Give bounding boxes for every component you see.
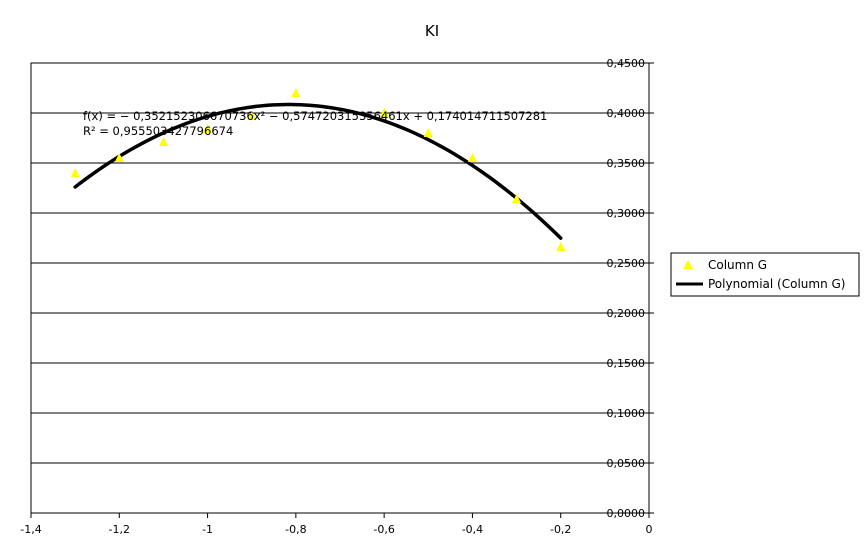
data-point xyxy=(247,111,257,120)
data-point xyxy=(203,124,213,133)
data-point xyxy=(291,88,301,97)
x-tick-label: 0 xyxy=(646,523,653,536)
y-axis-ticks: 0,0000 0,0500 0,1000 0,1500 0,2000 0,2500 0,30… xyxy=(607,57,654,520)
x-tick-label: -0,4 xyxy=(462,523,483,536)
data-points xyxy=(70,88,566,251)
y-tick-label: 0,3000 xyxy=(607,207,646,220)
y-tick-label: 0,4000 xyxy=(607,107,646,120)
x-tick-label: -1,2 xyxy=(109,523,130,536)
y-tick-label: 0,1500 xyxy=(607,357,646,370)
data-point xyxy=(158,137,168,146)
data-point xyxy=(114,153,124,162)
data-point xyxy=(423,128,433,137)
y-tick-label: 0,0500 xyxy=(607,457,646,470)
legend: Column G Polynomial (Column G) xyxy=(670,252,860,297)
y-tick-label: 0,4500 xyxy=(607,57,646,70)
trendline-curve xyxy=(73,102,563,240)
y-tick-label: 0,2000 xyxy=(607,307,646,320)
x-tick-label: -1,4 xyxy=(20,523,41,536)
y-tick-label: 0,0000 xyxy=(607,507,646,520)
data-point xyxy=(467,153,477,162)
legend-box xyxy=(670,252,860,297)
chart-title: KI xyxy=(425,22,439,40)
x-axis-ticks: -1,4 -1,2 -1 -0,8 -0,6 -0,4 -0,2 0 xyxy=(20,513,653,536)
y-tick-label: 0,1000 xyxy=(607,407,646,420)
x-tick-label: -0,6 xyxy=(373,523,394,536)
plot-area-border xyxy=(30,62,650,514)
trendline-r-squared: R² = 0,955503427796674 xyxy=(83,124,233,138)
y-tick-label: 0,3500 xyxy=(607,157,646,170)
y-tick-label: 0,2500 xyxy=(607,257,646,270)
data-point xyxy=(556,242,566,251)
trendline-equation: f(x) = − 0,352152306670736x² − 0,5747203… xyxy=(83,109,547,123)
x-tick-label: -0,2 xyxy=(550,523,571,536)
legend-item-trendline: Polynomial (Column G) xyxy=(708,277,846,291)
trendline xyxy=(73,102,563,240)
legend-triangle-icon xyxy=(683,260,693,269)
x-tick-label: -1 xyxy=(202,523,213,536)
data-point xyxy=(379,108,389,117)
legend-item-series: Column G xyxy=(708,258,767,272)
data-point xyxy=(70,168,80,177)
data-point xyxy=(512,194,522,203)
x-tick-label: -0,8 xyxy=(285,523,306,536)
